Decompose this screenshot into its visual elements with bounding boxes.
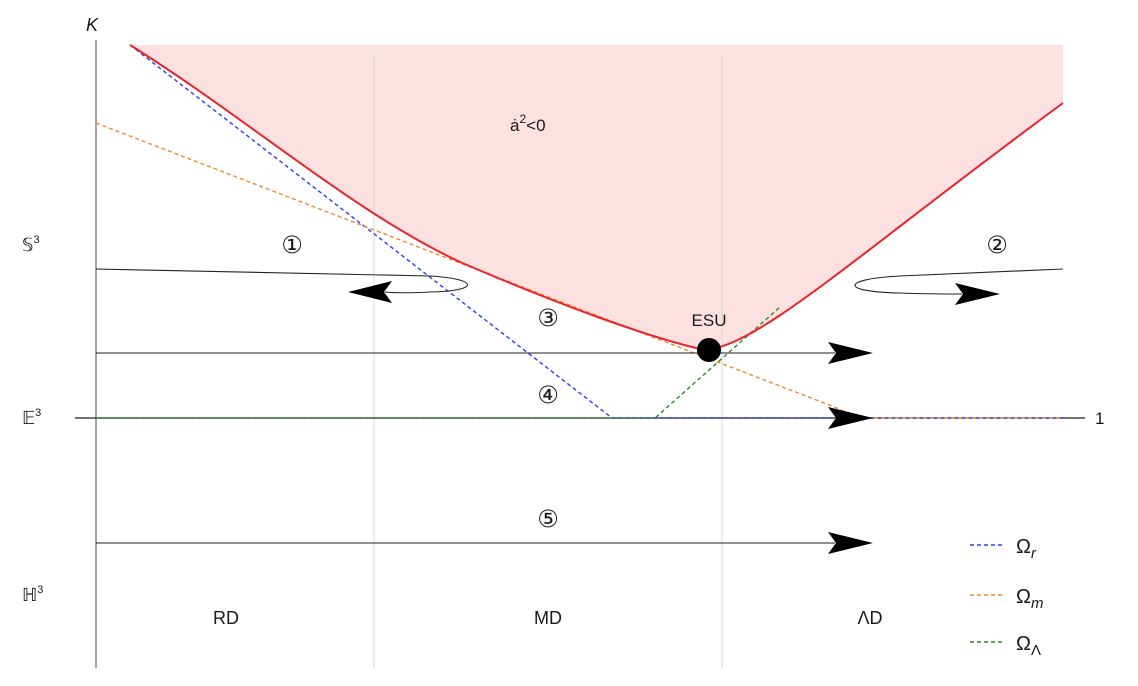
trajectory-marker-3: ③: [537, 304, 559, 332]
trajectory-1-arrowhead: [348, 281, 392, 303]
era-label-md: MD: [534, 608, 562, 628]
trajectory-1: [95, 268, 468, 294]
forbidden-label-sup: 2: [519, 112, 526, 126]
era-label-lambda: ΛD: [857, 608, 882, 628]
legend-sub-omega-lambda: Λ: [1031, 642, 1041, 659]
flat-label: 𝔼3: [22, 407, 41, 428]
legend-label-omega-lambda: ΩΛ: [1016, 633, 1041, 659]
forbidden-label-a: ȧ: [510, 116, 520, 135]
legend-symbol-omega-m: Ω: [1016, 586, 1031, 608]
esu-label: ESU: [692, 311, 727, 330]
hyperbolic-label: ℍ3: [22, 584, 43, 605]
sphere-symbol: 𝕊: [22, 235, 33, 255]
trajectory-2-arrowhead: [955, 283, 1000, 305]
trajectory-marker-2: ②: [986, 231, 1008, 259]
era-label-rd: RD: [213, 608, 239, 628]
flat-symbol: 𝔼: [22, 408, 35, 428]
esu-point: [697, 338, 721, 362]
forbidden-label-rest: <0: [526, 116, 545, 135]
trajectory-2: [854, 268, 1064, 295]
forbidden-region-fill: [130, 45, 1063, 350]
forbidden-region-boundary: [129, 44, 1064, 352]
hyperbolic-sup: 3: [37, 584, 43, 596]
right-axis-label: 1: [1095, 409, 1104, 428]
sphere-sup: 3: [33, 234, 39, 246]
trajectory-4-arrowhead: [828, 407, 873, 429]
legend-symbol-omega-r: Ω: [1016, 536, 1031, 558]
trajectory-marker-1: ①: [281, 231, 303, 259]
legend: Ωr Ωm ΩΛ: [970, 536, 1043, 659]
legend-label-omega-r: Ωr: [1016, 536, 1037, 562]
legend-symbol-omega-lambda: Ω: [1016, 633, 1031, 655]
legend-label-omega-m: Ωm: [1016, 586, 1043, 612]
sphere-label: 𝕊3: [22, 234, 40, 255]
legend-sub-omega-r: r: [1031, 545, 1037, 562]
trajectory-3-arrowhead: [828, 342, 873, 364]
trajectory-5-arrowhead: [828, 532, 873, 554]
flat-sup: 3: [35, 407, 41, 419]
trajectory-marker-5: ⑤: [537, 505, 559, 533]
trajectory-marker-4: ④: [537, 381, 559, 409]
hyperbolic-symbol: ℍ: [22, 585, 37, 605]
forbidden-region-label: ȧ2<0: [510, 112, 546, 135]
y-axis-label: K: [86, 15, 99, 35]
legend-sub-omega-m: m: [1031, 595, 1044, 612]
